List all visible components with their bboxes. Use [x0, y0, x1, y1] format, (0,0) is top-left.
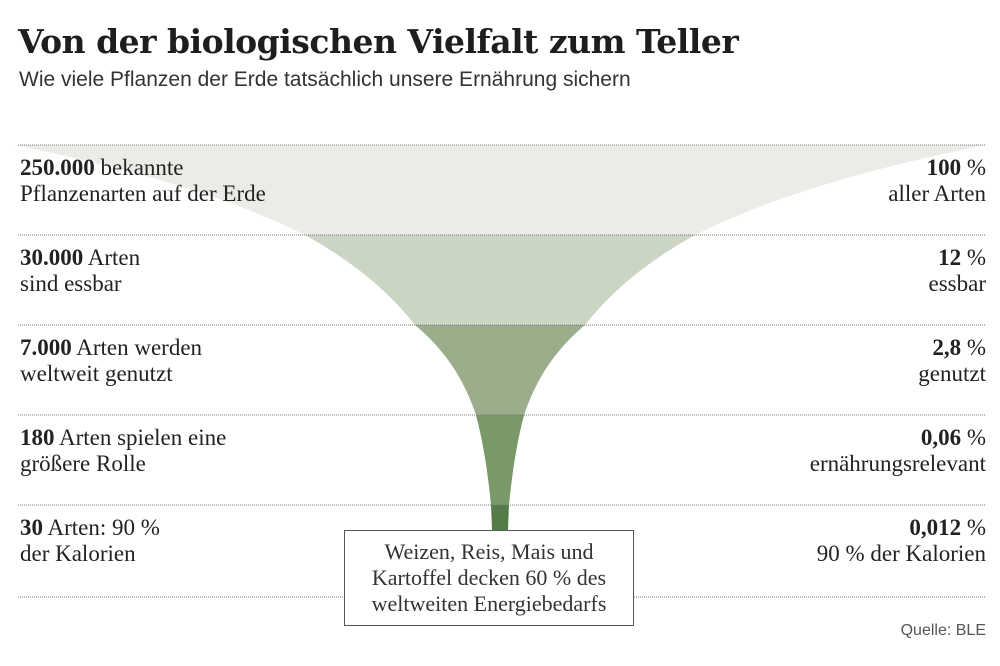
- stage-text: aller Arten: [888, 181, 986, 206]
- stage-text: Pflanzenarten auf der Erde: [20, 181, 266, 206]
- funnel-segment: [491, 505, 509, 530]
- chart-title: Von der biologischen Vielfalt zum Teller: [18, 22, 739, 61]
- stage-text: ernährungsrelevant: [809, 451, 986, 476]
- percent-unit: %: [961, 245, 986, 270]
- stage-text: Arten werden: [71, 335, 203, 360]
- stage-right-label: 2,8 % genutzt: [918, 335, 986, 387]
- stage-text: Arten: 90 %: [43, 515, 160, 540]
- percent-unit: %: [961, 155, 986, 180]
- stage-left-label: 7.000 Arten werden weltweit genutzt: [20, 335, 202, 387]
- annotation-box: Weizen, Reis, Mais und Kartoffel decken …: [344, 530, 634, 626]
- stage-count: 7.000: [20, 335, 72, 360]
- stage-text: Arten: [83, 245, 141, 270]
- stage-text: sind essbar: [20, 271, 122, 296]
- stage-left-label: 30 Arten: 90 % der Kalorien: [20, 515, 160, 567]
- stage-right-label: 100 % aller Arten: [888, 155, 986, 207]
- stage-left-label: 250.000 bekannte Pflanzenarten auf der Er…: [20, 155, 266, 207]
- stage-count: 30: [20, 515, 43, 540]
- stage-left-label: 180 Arten spielen eine größere Rolle: [20, 425, 226, 477]
- stage-percent: 12: [938, 245, 962, 270]
- stage-text: genutzt: [918, 361, 986, 386]
- stage-percent: 0,06: [920, 425, 962, 450]
- chart-subtitle: Wie viele Pflanzen der Erde tatsächlich …: [19, 68, 631, 91]
- funnel-segment: [415, 325, 585, 415]
- stage-percent: 100: [926, 155, 962, 180]
- stage-left-label: 30.000 Arten sind essbar: [20, 245, 140, 297]
- stage-text: größere Rolle: [20, 451, 146, 476]
- annotation-line: Weizen, Reis, Mais und: [384, 539, 594, 564]
- stage-percent: 0,012: [909, 515, 962, 540]
- stage-percent: 2,8: [932, 335, 962, 360]
- stage-count: 180: [20, 425, 55, 450]
- percent-unit: %: [961, 335, 986, 360]
- stage-text: der Kalorien: [20, 541, 136, 566]
- funnel-segment: [15, 145, 985, 235]
- stage-count: 250.000: [20, 155, 95, 180]
- stage-text: weltweit genutzt: [20, 361, 173, 386]
- stage-count: 30.000: [20, 245, 84, 270]
- funnel-segment: [305, 235, 695, 325]
- annotation-line: Kartoffel decken 60 % des: [371, 565, 607, 590]
- stage-text: essbar: [928, 271, 986, 296]
- stage-right-label: 0,012 % 90 % der Kalorien: [817, 515, 986, 567]
- annotation-line: weltweiten Energiebedarfs: [371, 591, 607, 616]
- source-note: Quelle: BLE: [900, 622, 986, 639]
- stage-text: 90 % der Kalorien: [816, 541, 986, 566]
- stage-right-label: 12 % essbar: [929, 245, 986, 297]
- percent-unit: %: [961, 515, 986, 540]
- funnel-segment: [476, 415, 524, 505]
- stage-right-label: 0,06 % ernährungsrelevant: [810, 425, 986, 477]
- stage-text: Arten spielen eine: [54, 425, 227, 450]
- stage-text: bekannte: [94, 155, 184, 180]
- percent-unit: %: [961, 425, 986, 450]
